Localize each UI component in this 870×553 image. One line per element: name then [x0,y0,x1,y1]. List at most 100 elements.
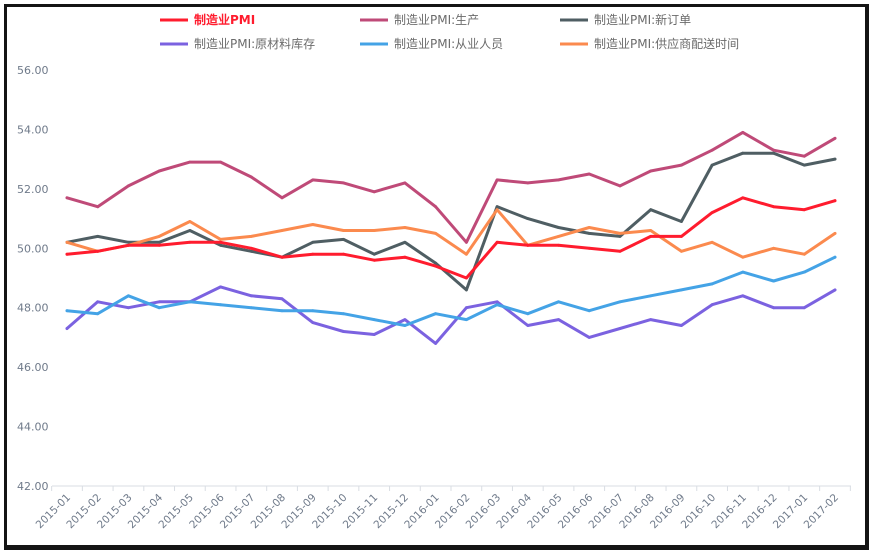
data-point [741,151,745,155]
data-point [802,208,806,212]
data-point [587,232,591,235]
legend-label: 制造业PMI:供应商配送时间 [594,36,739,51]
legend-item[interactable]: 制造业PMI:供应商配送时间 [560,36,739,51]
data-point [96,249,100,253]
data-point [126,294,130,298]
data-point [188,300,192,304]
data-point [741,196,745,200]
data-point [372,252,376,256]
data-point [557,318,560,321]
data-point [680,324,683,327]
series-line [65,208,837,259]
data-point [403,324,407,327]
data-point [680,220,683,223]
data-point [618,235,622,238]
data-point [342,252,345,256]
data-point [495,300,499,304]
data-point [96,235,100,238]
data-point [342,229,345,232]
data-point [280,309,284,313]
data-point [465,240,468,244]
data-point [434,342,437,345]
data-point [157,306,161,310]
data-point [219,240,223,244]
y-axis: 42.00 44.00 46.00 48.00 50.00 52.00 54.00 56.00 [17,64,49,493]
data-point [96,300,100,304]
legend-label: 制造业PMI:从业人员 [394,37,503,51]
data-point [772,306,775,310]
y-tick-label: 56.00 [17,64,49,77]
data-point [833,288,837,292]
data-point [249,249,253,253]
data-point [403,181,407,185]
data-point [680,163,683,167]
data-point [802,306,806,310]
data-point [342,181,345,185]
legend-label: 制造业PMI:生产 [394,13,479,27]
data-point [557,178,560,182]
data-point [188,240,192,244]
data-point [65,309,69,313]
data-point [833,199,837,203]
data-point [65,252,69,256]
series-points [65,255,837,327]
data-point [342,312,345,316]
data-point [587,336,591,339]
data-point [249,235,253,238]
data-point [557,243,560,247]
y-tick-label: 44.00 [17,421,49,434]
data-point [126,306,130,310]
data-point [495,240,499,244]
data-point [372,258,376,262]
y-tick-label: 50.00 [17,242,49,255]
data-point [526,312,530,316]
data-point [311,223,315,226]
data-point [772,279,775,283]
data-point [526,243,530,247]
legend-item[interactable]: 制造业PMI:新订单 [560,12,691,27]
data-point [587,226,591,229]
data-point [772,205,775,209]
data-point [403,240,407,244]
data-point [249,294,253,298]
data-point [649,229,653,232]
data-point [495,208,499,212]
legend-item[interactable]: 制造业PMI [160,12,255,27]
y-tick-label: 46.00 [17,361,49,374]
legend-item[interactable]: 制造业PMI:从业人员 [360,37,503,51]
x-axis: 2015-012015-022015-032015-042015-052015-… [34,485,851,531]
data-point [680,288,683,292]
data-point [465,306,468,310]
data-point [434,205,437,209]
data-point [126,184,130,188]
data-point [157,243,161,247]
data-point [680,235,683,238]
data-point [65,327,69,330]
data-point [495,303,499,307]
chart-frame [4,4,869,550]
data-point [587,246,591,250]
data-point [710,303,714,307]
data-point [833,136,837,140]
data-point [249,246,253,250]
data-point [710,148,714,152]
data-point [465,276,468,280]
data-point [618,249,622,253]
data-point [526,324,530,327]
data-point [741,131,745,134]
legend-item[interactable]: 制造业PMI:原材料库存 [160,36,315,51]
data-point [126,240,130,244]
data-point [802,163,806,167]
data-point [434,232,437,235]
series-points [65,285,837,345]
data-point [157,300,161,304]
data-point [249,306,253,310]
data-point [557,226,560,229]
series-line [65,285,837,345]
data-point [557,300,560,304]
legend-item[interactable]: 制造业PMI:生产 [360,13,479,27]
data-point [465,318,468,321]
data-point [434,261,437,265]
data-point [280,297,284,301]
data-point [495,178,499,182]
